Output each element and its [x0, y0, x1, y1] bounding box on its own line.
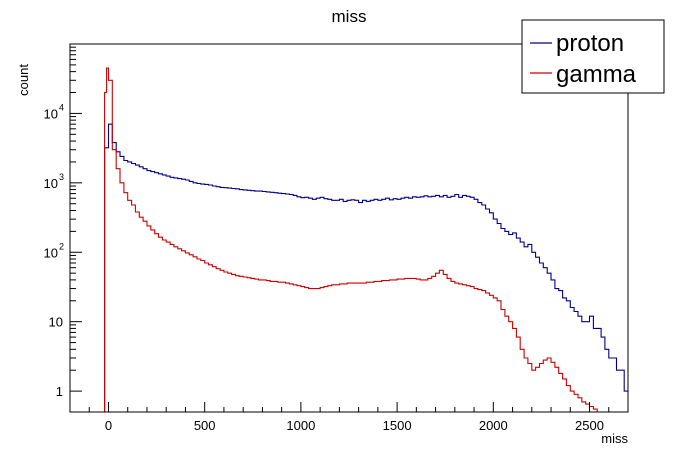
y-tick-label-base: 1 — [56, 384, 63, 399]
legend-gamma-label: gamma — [556, 61, 637, 88]
y-tick-label: 1 — [56, 384, 63, 399]
legend-box — [521, 19, 665, 94]
series-layer — [104, 67, 628, 413]
chart-title: miss — [332, 7, 367, 26]
y-axis-label: count — [16, 64, 31, 96]
x-tick-label: 1000 — [286, 418, 315, 433]
series-gamma-line — [104, 67, 628, 413]
x-tick-label: 1500 — [383, 418, 412, 433]
legend: proton gamma — [521, 19, 665, 94]
y-tick-label: 10 — [49, 315, 63, 330]
y-tick-label: 10 3 — [44, 172, 64, 191]
y-tick-label-exponent: 4 — [59, 102, 64, 112]
y-tick-label-exponent: 2 — [59, 241, 64, 251]
series-proton-line — [104, 123, 628, 412]
legend-proton-label: proton — [556, 30, 624, 57]
x-axis: 0 500 1000 1500 2000 2500 — [69, 402, 629, 433]
y-tick-label: 10 2 — [44, 241, 64, 260]
y-tick-label-base: 10 — [49, 315, 63, 330]
plot-frame — [69, 43, 629, 413]
y-tick-label-base: 10 — [44, 106, 58, 121]
x-axis-label: miss — [601, 431, 628, 446]
x-tick-label: 2500 — [575, 418, 604, 433]
y-tick-label-base: 10 — [44, 245, 58, 260]
x-tick-label: 2000 — [479, 418, 508, 433]
y-tick-label: 10 4 — [44, 102, 64, 121]
y-tick-label-exponent: 3 — [59, 172, 64, 182]
x-tick-label: 500 — [194, 418, 216, 433]
x-tick-label: 0 — [105, 418, 112, 433]
y-tick-label-base: 10 — [44, 176, 58, 191]
